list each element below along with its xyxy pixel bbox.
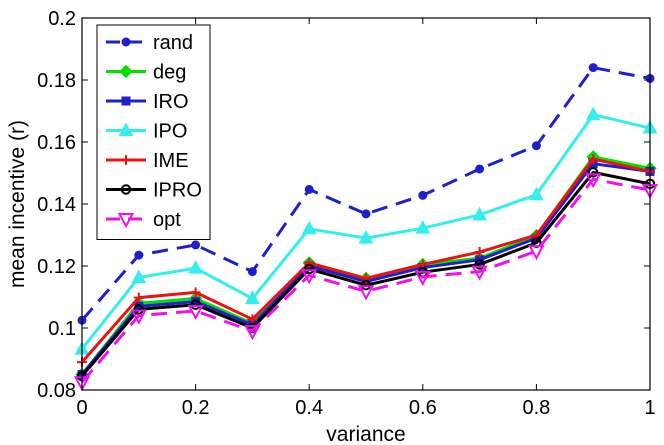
legend-label: IME [153, 150, 189, 172]
legend-label: IRO [153, 91, 189, 113]
data-point-opt [585, 173, 602, 189]
data-point-opt [301, 269, 318, 285]
data-point-ipo [415, 220, 431, 234]
x-tick-label: 0 [76, 397, 87, 419]
data-point-opt [130, 309, 147, 325]
data-point-ipro [304, 263, 315, 275]
y-tick-label: 0.12 [37, 256, 76, 278]
legend-marker [117, 213, 135, 229]
series-rand [77, 63, 655, 325]
data-point-opt [357, 285, 375, 301]
legend-marker [121, 155, 131, 165]
legend-item-iro: IRO [106, 91, 189, 113]
data-point-ime [588, 154, 599, 165]
legend: rand deg IRO IPO IME IPRO opt [96, 24, 211, 240]
data-point-ipo [245, 290, 260, 305]
data-point-opt [471, 265, 488, 281]
legend-label: deg [153, 62, 186, 84]
x-tick-label: 1 [644, 397, 655, 419]
x-tick-label: 0.6 [409, 397, 437, 419]
x-tick-label: 0.8 [522, 397, 550, 419]
legend-label: opt [153, 209, 181, 231]
data-point-ipo [358, 230, 374, 244]
data-point-opt [244, 325, 261, 341]
legend-item-ipro: IPRO [106, 180, 202, 202]
data-point-rand [475, 164, 485, 174]
legend-marker [118, 122, 134, 136]
legend-box [96, 24, 211, 240]
legend-marker [121, 96, 131, 106]
y-tick-label: 0.08 [37, 380, 76, 402]
legend-marker [120, 184, 132, 195]
data-point-ipo [301, 220, 317, 235]
data-point-rand [191, 240, 201, 250]
y-tick-label: 0.18 [37, 70, 76, 92]
data-point-ime [133, 292, 144, 303]
y-tick-label: 0.16 [37, 132, 76, 154]
data-point-ipo [131, 269, 147, 283]
legend-item-opt: opt [106, 209, 181, 231]
data-point-ime [247, 314, 258, 325]
y-axis-label: mean incentive (r) [6, 120, 29, 288]
data-point-ipo [188, 260, 203, 274]
legend-label: rand [153, 32, 193, 54]
series-line-ipro [80, 170, 651, 378]
x-tick-label: 0.2 [182, 397, 210, 419]
x-axis-label: variance [326, 423, 405, 445]
data-point-ipro [474, 259, 485, 270]
data-point-rand [588, 63, 598, 73]
legend-item-rand: rand [106, 32, 193, 54]
legend-label: IPRO [153, 180, 202, 202]
data-point-opt [414, 270, 431, 286]
data-point-rand [531, 141, 541, 151]
x-tick-label: 0.4 [295, 397, 323, 419]
y-tick-label: 0.2 [48, 8, 76, 30]
data-point-ipro [360, 280, 372, 291]
legend-label: IPO [153, 121, 187, 143]
legend-marker [119, 64, 133, 79]
data-point-ipro [133, 304, 145, 315]
data-point-rand [304, 184, 314, 194]
data-point-ime [190, 287, 201, 298]
data-point-ipo [472, 206, 487, 221]
legend-item-ipo: IPO [106, 121, 187, 143]
data-point-ime [304, 257, 315, 268]
legend-marker [121, 37, 131, 47]
series-opt [73, 173, 659, 392]
y-tick-label: 0.1 [48, 318, 76, 340]
data-point-ime [474, 247, 485, 258]
data-point-ipro [190, 299, 201, 310]
data-point-ipo [585, 106, 601, 121]
data-point-opt [528, 245, 545, 261]
legend-item-deg: deg [106, 62, 186, 84]
data-point-rand [361, 209, 371, 219]
data-point-ipro [588, 167, 599, 178]
data-point-ipo [529, 186, 544, 201]
data-point-rand [418, 190, 428, 200]
legend-item-ime: IME [106, 150, 189, 172]
series-ime [77, 154, 655, 368]
data-point-opt [187, 304, 204, 321]
series-line-rand [80, 66, 651, 322]
data-point-rand [247, 267, 257, 277]
series-line-opt [80, 177, 651, 384]
y-tick-label: 0.14 [37, 194, 76, 216]
data-point-rand [134, 250, 144, 260]
